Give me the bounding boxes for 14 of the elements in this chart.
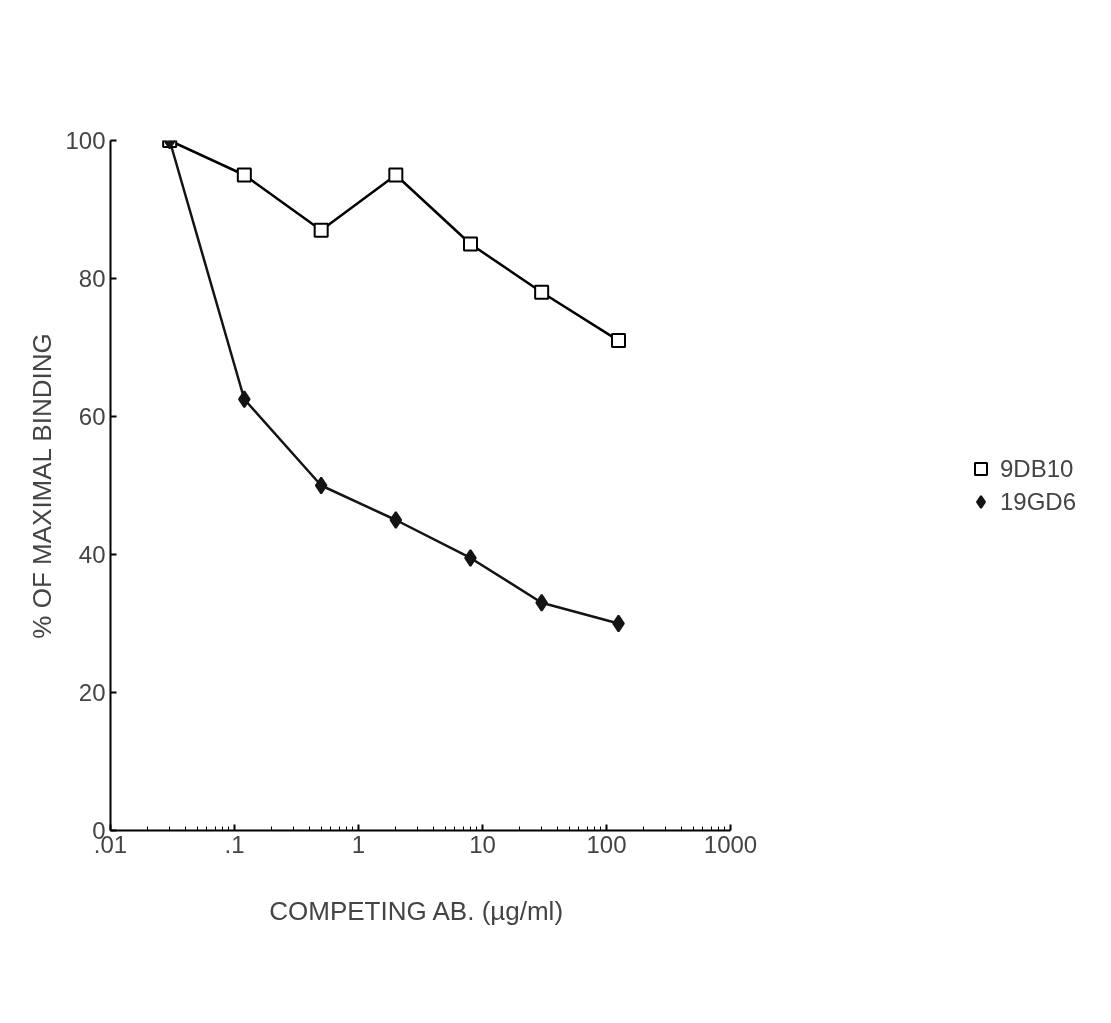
y-tick-label: 20 (78, 679, 106, 706)
x-tick-label: 1 (351, 830, 366, 858)
x-axis-title: COMPETING AB. (µg/ml) (269, 895, 564, 926)
y-tick-label: 60 (78, 403, 106, 430)
x-tick-label: 1000 (703, 830, 758, 858)
x-tick-label: .1 (224, 830, 245, 858)
legend-label: 19GD6 (999, 487, 1077, 516)
y-axis-title: % OF MAXIMAL BINDING (27, 333, 58, 639)
y-tick-label: 40 (78, 541, 106, 568)
y-tick-label: 100 (65, 127, 106, 154)
legend-label: 9DB10 (999, 454, 1074, 483)
x-tick-label: 100 (586, 830, 627, 858)
x-tick-label: 10 (469, 830, 496, 858)
y-tick-label: 80 (78, 265, 106, 292)
